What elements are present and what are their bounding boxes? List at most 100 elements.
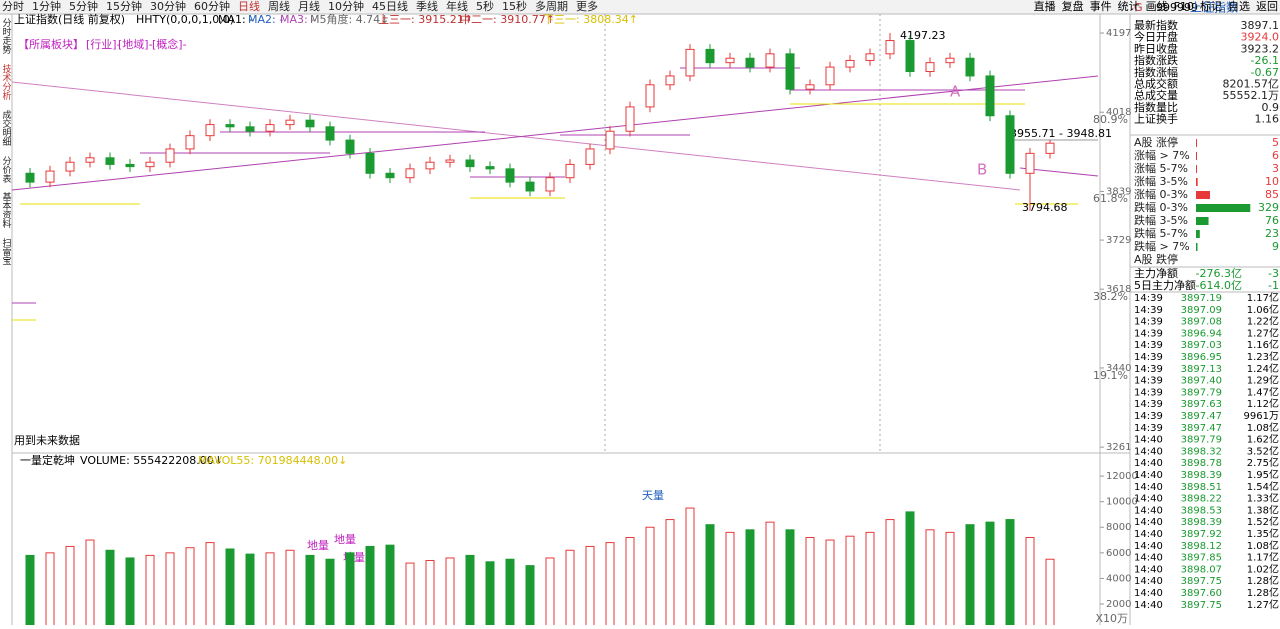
volume-bar [805, 536, 815, 629]
tick-price: 3896.95 [1181, 352, 1222, 363]
tick-price: 3897.40 [1181, 376, 1222, 387]
period-tab[interactable]: 15秒 [502, 0, 527, 13]
volume-bar [645, 526, 655, 629]
side-tab[interactable]: 扫雷宝 [1, 237, 12, 265]
volume-label: 地量 [307, 539, 329, 552]
quote-value: 3924.0 [1241, 31, 1280, 44]
tick-volume: 1.24亿 [1247, 362, 1279, 375]
action-button[interactable]: F10 [1174, 0, 1194, 13]
volume-bar [785, 529, 795, 629]
tick-time: 14:39 [1134, 376, 1163, 387]
chart-title: 上证指数(日线 前复权) [14, 12, 125, 26]
upper-band: 上三一: 3915.21↑ [378, 13, 473, 26]
period-tab[interactable]: 年线 [446, 0, 468, 13]
sector[interactable]: [概念]- [152, 37, 187, 51]
candle-body [445, 159, 455, 163]
ma1: MA1: - [218, 13, 253, 26]
candle-body [485, 166, 495, 170]
period-tab[interactable]: 10分钟 [328, 0, 364, 13]
candle-body [185, 135, 195, 150]
tick-price: 3897.47 [1181, 423, 1222, 434]
quote-value: 3897.1 [1241, 19, 1280, 32]
quote-label: 总成交量 [1134, 88, 1178, 102]
period-tab[interactable]: 5秒 [476, 0, 494, 13]
volume-bar [685, 507, 695, 629]
period-tab[interactable]: 45日线 [372, 0, 408, 13]
breadth-label: 涨幅 0-3% [1134, 188, 1188, 201]
side-tab[interactable]: 成交明细 [1, 109, 12, 146]
tick-price: 3897.75 [1181, 600, 1222, 611]
candle-body [965, 57, 975, 77]
tick-price: 3897.79 [1181, 435, 1222, 446]
period-tab[interactable]: 30分钟 [150, 0, 186, 13]
volume-bar [985, 521, 995, 629]
period-tab[interactable]: 分时 [2, 0, 24, 13]
sector[interactable]: [行业]- [86, 38, 121, 51]
action-button[interactable]: 画线 [1146, 0, 1168, 13]
period-tab[interactable]: 60分钟 [194, 0, 230, 13]
quote-value: 0.9 [1262, 101, 1280, 114]
action-button[interactable]: 统计 [1118, 0, 1140, 13]
tick-time: 14:39 [1134, 352, 1163, 363]
action-button[interactable]: 返回 [1256, 0, 1278, 13]
period-tab[interactable]: 15分钟 [106, 0, 142, 13]
period-tab[interactable]: 1分钟 [32, 0, 61, 13]
wave-label: A [950, 83, 961, 101]
sector[interactable]: [地域]- [118, 38, 153, 51]
breadth-value: 9 [1272, 240, 1279, 253]
flow-value: -276.3亿 [1196, 267, 1242, 280]
security-name: 上证指数 [1190, 0, 1238, 15]
volume-bar [425, 560, 435, 629]
period-tab[interactable]: 更多 [576, 0, 598, 13]
action-button[interactable]: 自选 [1228, 0, 1250, 13]
y-tick-label: 3729 [1106, 235, 1131, 246]
side-tab[interactable]: 技术分析 [1, 63, 12, 101]
period-tab[interactable]: 5分钟 [69, 0, 98, 13]
volume-bar [85, 539, 95, 629]
action-button[interactable]: 标记 [1200, 0, 1222, 13]
volume-bar [705, 524, 715, 629]
candle-body [425, 161, 435, 170]
tick-volume: 1.17亿 [1247, 551, 1279, 564]
y-tick-label: 3839 [1106, 186, 1131, 197]
breadth-bar [1196, 243, 1198, 251]
period-tab[interactable]: 月线 [298, 0, 320, 13]
side-tab[interactable]: 分价表 [1, 156, 12, 184]
action-button[interactable]: 直播 [1034, 0, 1056, 13]
breadth-value: 76 [1265, 214, 1279, 227]
tick-volume: 1.06亿 [1247, 303, 1279, 316]
tick-time: 14:40 [1134, 435, 1163, 446]
action-button[interactable]: 事件 [1090, 0, 1112, 13]
breadth-label: A股 跌停 [1134, 252, 1178, 266]
volume-bar [345, 552, 355, 629]
tick-time: 14:40 [1134, 553, 1163, 564]
period-tab[interactable]: 季线 [416, 0, 438, 13]
quote-label: 最新指数 [1134, 18, 1178, 32]
tick-time: 14:40 [1134, 576, 1163, 587]
quote-value: -0.67 [1251, 66, 1279, 79]
action-button[interactable]: 复盘 [1062, 0, 1084, 13]
volume-bar [1025, 536, 1035, 629]
side-tab[interactable]: 基本资料 [1, 191, 12, 229]
tick-time: 14:40 [1134, 505, 1163, 516]
tick-volume: 1.08亿 [1247, 421, 1279, 434]
period-tab[interactable]: 周线 [268, 0, 290, 13]
period-tab[interactable]: 多周期 [535, 0, 568, 13]
code: 999999 [1156, 1, 1198, 14]
toolbar-bg [0, 0, 1280, 14]
tick-time: 14:40 [1134, 517, 1163, 528]
sector[interactable]: 【所属板块】 [18, 37, 84, 51]
breadth-bar [1196, 191, 1211, 199]
candle-body [1045, 142, 1055, 154]
side-tab[interactable]: 分时走势 [1, 18, 12, 55]
period-tab[interactable]: 日线 [238, 0, 260, 13]
candle-body [685, 48, 695, 77]
y-tick-label: 3440 [1106, 363, 1131, 374]
tick-volume: 9961万 [1244, 411, 1279, 422]
candle-body [585, 148, 595, 165]
tick-volume: 1.28亿 [1247, 586, 1279, 599]
volume-bar [125, 557, 135, 629]
tick-volume: 2.75亿 [1247, 456, 1279, 469]
candle-body [985, 75, 995, 117]
